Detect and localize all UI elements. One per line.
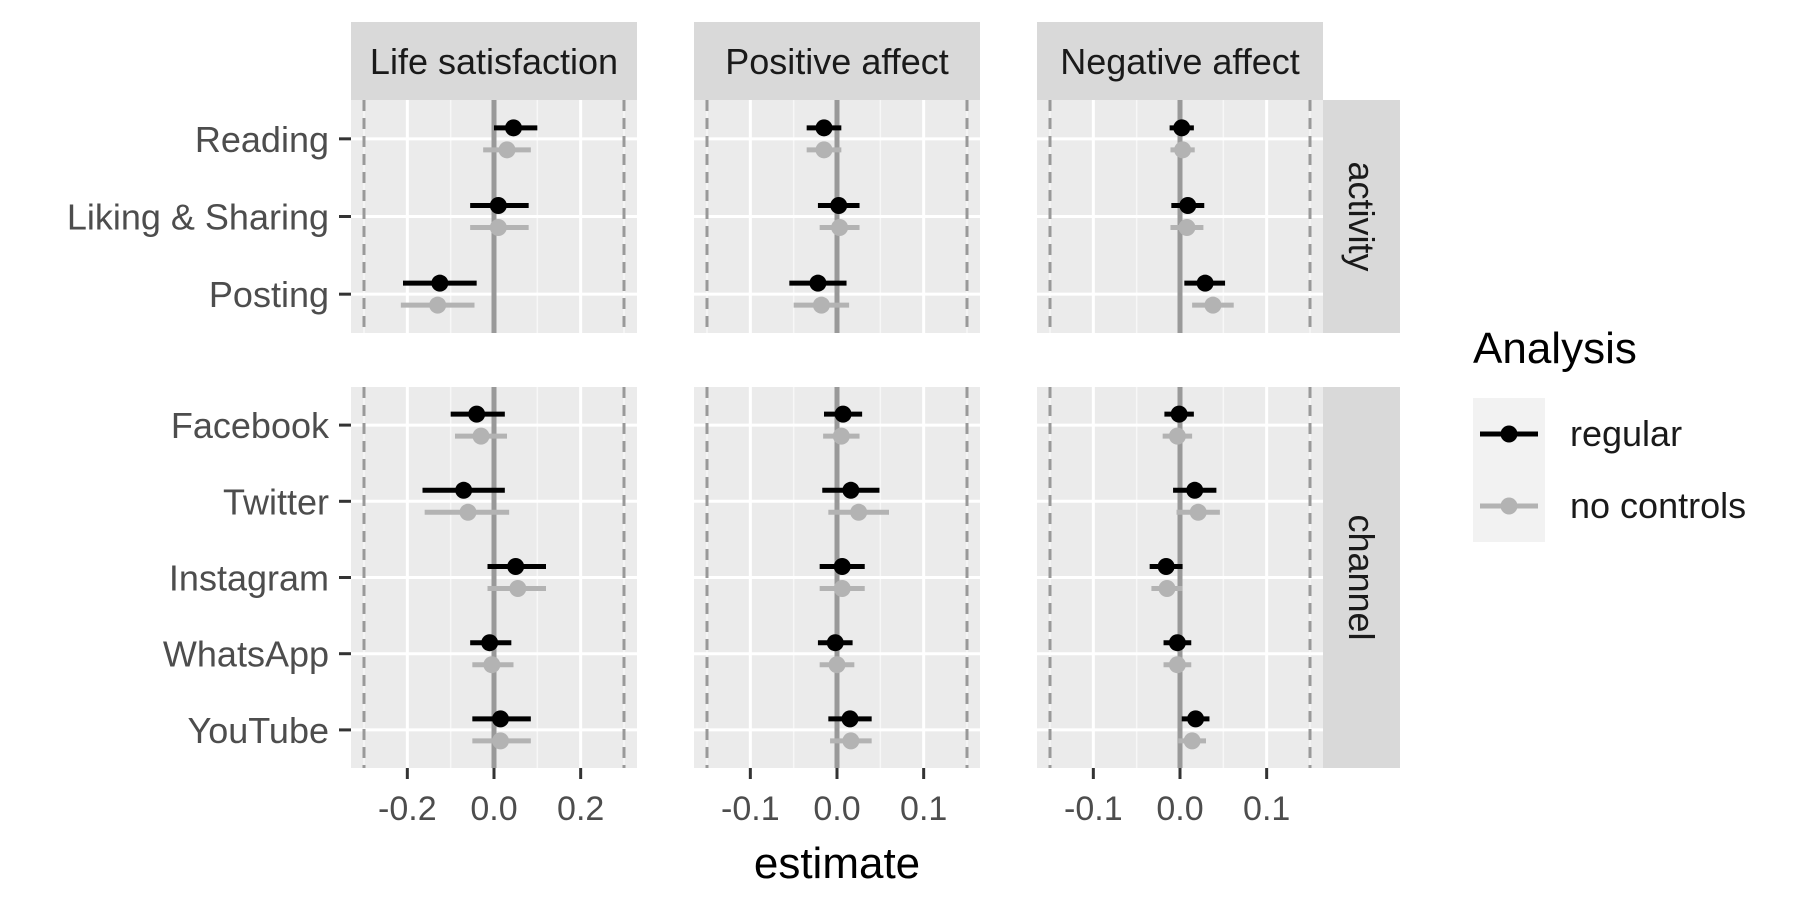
y-tick-label-whatsapp: WhatsApp: [163, 634, 329, 675]
x-tick-label: 0.1: [1243, 790, 1290, 828]
point-no-controls-reading: [1174, 141, 1192, 159]
x-tick-label: -0.1: [721, 790, 780, 828]
legend-key-point-regular: [1500, 425, 1518, 443]
point-regular-twitter: [842, 481, 860, 499]
x-tick-label: 0.0: [813, 790, 860, 828]
point-no-controls-whatsapp: [828, 656, 846, 674]
point-regular-facebook: [1170, 405, 1188, 423]
point-no-controls-whatsapp: [483, 656, 501, 674]
x-tick-label: -0.1: [1064, 790, 1123, 828]
point-regular-whatsapp: [826, 634, 844, 652]
legend-key-point-no-controls: [1500, 497, 1518, 515]
panel-positive-affect-channel: [694, 387, 980, 768]
legend-label-regular: regular: [1570, 413, 1682, 454]
point-regular-posting: [431, 274, 449, 292]
point-no-controls-twitter: [850, 503, 868, 521]
facet-strip-positive-affect: [694, 22, 980, 100]
point-regular-liking-sharing: [489, 197, 507, 214]
facet-label-positive-affect: Positive affect: [725, 41, 948, 82]
point-no-controls-posting: [1204, 296, 1222, 314]
point-no-controls-instagram: [509, 580, 527, 597]
facet-label-activity: activity: [1341, 161, 1382, 271]
point-regular-whatsapp: [1168, 634, 1186, 652]
point-no-controls-facebook: [1168, 427, 1186, 445]
panel-life-satisfaction-activity: [351, 100, 637, 333]
legend-label-no-controls: no controls: [1570, 485, 1746, 526]
point-no-controls-liking-sharing: [489, 219, 507, 236]
facet-label-channel: channel: [1341, 514, 1382, 640]
point-no-controls-liking-sharing: [831, 219, 849, 236]
point-no-controls-posting: [812, 296, 830, 314]
point-no-controls-twitter: [1189, 503, 1207, 521]
point-regular-instagram: [507, 558, 525, 575]
y-tick-label-youtube: YouTube: [188, 710, 329, 751]
point-regular-posting: [809, 274, 827, 292]
point-no-controls-facebook: [472, 427, 490, 445]
point-no-controls-youtube: [1183, 732, 1201, 750]
point-no-controls-instagram: [1158, 580, 1176, 597]
x-axis-title: estimate: [754, 839, 920, 888]
y-tick-label-posting: Posting: [209, 274, 329, 315]
panel-grid: Life satisfaction Positive affect Negative…: [67, 22, 1400, 828]
legend-title: Analysis: [1473, 324, 1637, 373]
x-tick-label: 0.1: [900, 790, 947, 828]
x-tick-label: -0.2: [378, 790, 437, 828]
point-regular-twitter: [455, 481, 473, 499]
point-regular-instagram: [1157, 558, 1175, 575]
point-regular-twitter: [1186, 481, 1204, 499]
point-no-controls-youtube: [842, 732, 860, 750]
point-regular-instagram: [833, 558, 851, 575]
y-tick-label-instagram: Instagram: [169, 558, 329, 599]
point-no-controls-posting: [429, 296, 447, 314]
facet-strip-activity: [1323, 100, 1400, 333]
panel-negative-affect-activity: [1037, 100, 1323, 333]
point-regular-liking-sharing: [830, 197, 848, 214]
point-regular-youtube: [841, 710, 859, 728]
point-regular-reading: [815, 119, 833, 137]
y-tick-label-twitter: Twitter: [223, 481, 329, 522]
panel-negative-affect-channel: [1037, 387, 1323, 768]
point-no-controls-youtube: [492, 732, 509, 750]
point-no-controls-instagram: [833, 580, 851, 597]
point-no-controls-liking-sharing: [1178, 219, 1196, 236]
point-no-controls-whatsapp: [1168, 656, 1186, 674]
point-regular-facebook: [468, 405, 486, 423]
x-tick-label: 0.0: [470, 790, 517, 828]
facet-strip-channel: [1323, 387, 1400, 768]
point-no-controls-twitter: [459, 503, 477, 521]
point-regular-whatsapp: [481, 634, 499, 652]
point-no-controls-facebook: [832, 427, 850, 445]
point-regular-posting: [1196, 274, 1214, 292]
facet-strip-negative-affect: [1037, 22, 1323, 100]
point-no-controls-reading: [815, 141, 833, 159]
facet-label-life-satisfaction: Life satisfaction: [370, 41, 618, 82]
y-tick-label-reading: Reading: [195, 119, 329, 160]
y-tick-label-facebook: Facebook: [171, 405, 330, 446]
facet-strip-life-satisfaction: [351, 22, 637, 100]
point-regular-youtube: [1187, 710, 1205, 728]
point-no-controls-reading: [498, 141, 516, 159]
facet-label-negative-affect: Negative affect: [1060, 41, 1299, 82]
point-regular-reading: [505, 119, 522, 137]
point-regular-youtube: [492, 710, 509, 728]
point-regular-reading: [1173, 119, 1191, 137]
y-tick-label-liking-sharing: Liking & Sharing: [67, 197, 329, 238]
point-regular-liking-sharing: [1179, 197, 1197, 214]
x-tick-label: 0.2: [557, 790, 604, 828]
x-tick-label: 0.0: [1156, 790, 1203, 828]
point-regular-facebook: [834, 405, 852, 423]
legend: Analysis regular no controls: [1473, 324, 1746, 542]
panel-life-satisfaction-channel: [351, 387, 637, 768]
panel-positive-affect-activity: [694, 100, 980, 333]
